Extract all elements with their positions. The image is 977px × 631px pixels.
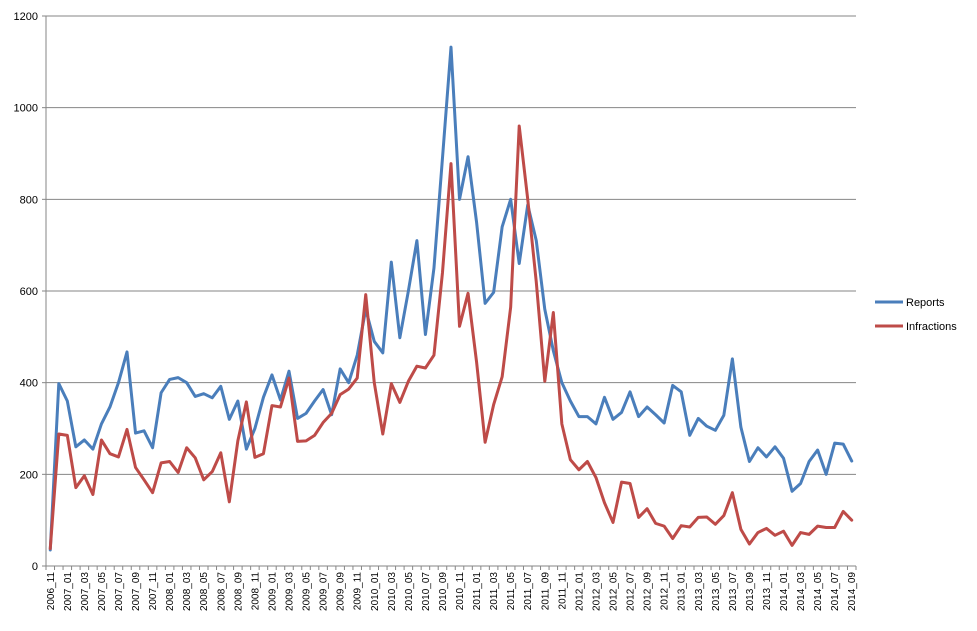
x-tick-label: 2009_09	[336, 572, 347, 611]
x-tick-label: 2007_11	[148, 572, 159, 611]
legend-label-infractions: Infractions	[906, 321, 957, 333]
y-tick-label: 1000	[14, 103, 38, 115]
x-tick-label: 2013_09	[745, 572, 756, 611]
x-tick-label: 2008_03	[182, 572, 193, 611]
x-tick-label: 2011_09	[540, 572, 551, 611]
x-tick-label: 2012_01	[574, 572, 585, 611]
x-tick-label: 2010_05	[404, 572, 415, 611]
x-tick-label: 2011_03	[489, 572, 500, 611]
gridlines	[46, 15, 856, 475]
x-tick-label: 2008_01	[165, 572, 176, 611]
legend-label-reports: Reports	[906, 297, 945, 309]
x-tick-label: 2010_07	[421, 572, 432, 611]
y-axis: 0 200 400 600 800 1000 1200	[14, 11, 47, 573]
x-tick-label: 2014_03	[796, 572, 807, 611]
x-tick-label: 2009_03	[285, 572, 296, 611]
x-tick-label: 2010_11	[455, 572, 466, 611]
x-tick-label: 2013_07	[728, 572, 739, 611]
x-tick-label: 2013_01	[677, 572, 688, 611]
y-tick-label: 800	[20, 194, 38, 206]
x-tick-label: 2014_07	[830, 572, 841, 611]
x-tick-label: 2011_11	[557, 572, 568, 610]
x-tick-label: 2014_05	[813, 572, 824, 611]
y-tick-label: 200	[20, 469, 38, 481]
x-tick-label: 2008_09	[233, 572, 244, 611]
x-tick-label: 2011_07	[523, 572, 534, 611]
x-tick-label: 2009_05	[302, 572, 313, 611]
x-tick-label: 2013_05	[711, 572, 722, 611]
x-tick-label: 2012_11	[660, 572, 671, 611]
x-tick-label: 2006_11	[46, 572, 57, 611]
x-axis: 2006_11 2007_01 2007_03 2007_05 2007_07 2007_…	[45, 565, 858, 611]
x-tick-label: 2013_11	[762, 572, 773, 611]
x-tick-label: 2007_09	[131, 572, 142, 611]
legend: Reports Infractions	[875, 297, 957, 333]
x-tick-label: 2012_03	[591, 572, 602, 611]
x-tick-label: 2008_05	[199, 572, 210, 611]
x-tick-label: 2009_01	[267, 572, 278, 611]
y-tick-label: 400	[20, 378, 38, 390]
x-tick-label: 2012_09	[643, 572, 654, 611]
series-line-reports	[48, 45, 854, 552]
x-tick-label: 2007_01	[63, 572, 74, 611]
x-tick-label: 2007_03	[80, 572, 91, 611]
x-tick-label: 2010_03	[387, 572, 398, 611]
x-tick-label: 2009_07	[319, 572, 330, 611]
y-tick-label: 1200	[14, 11, 38, 23]
x-tick-label: 2014_09	[847, 572, 858, 611]
x-tick-label: 2007_07	[114, 572, 125, 611]
x-tick-label: 2008_11	[250, 572, 261, 611]
x-tick-label: 2010_01	[370, 572, 381, 611]
x-tick-label: 2014_01	[779, 572, 790, 611]
y-tick-label: 600	[20, 286, 38, 298]
x-tick-label: 2009_11	[353, 572, 364, 611]
x-tick-label: 2012_05	[609, 572, 620, 611]
x-tick-label: 2012_07	[626, 572, 637, 611]
x-tick-label: 2007_05	[97, 572, 108, 611]
series-lines	[48, 45, 854, 552]
x-tick-label: 2013_03	[694, 572, 705, 611]
x-tick-label: 2008_07	[216, 572, 227, 611]
x-tick-label: 2011_01	[472, 572, 483, 611]
x-tick-label: 2010_09	[438, 572, 449, 611]
y-tick-label: 0	[32, 561, 38, 573]
x-tick-label: 2011_05	[506, 572, 517, 611]
series-line-infractions	[48, 124, 854, 551]
